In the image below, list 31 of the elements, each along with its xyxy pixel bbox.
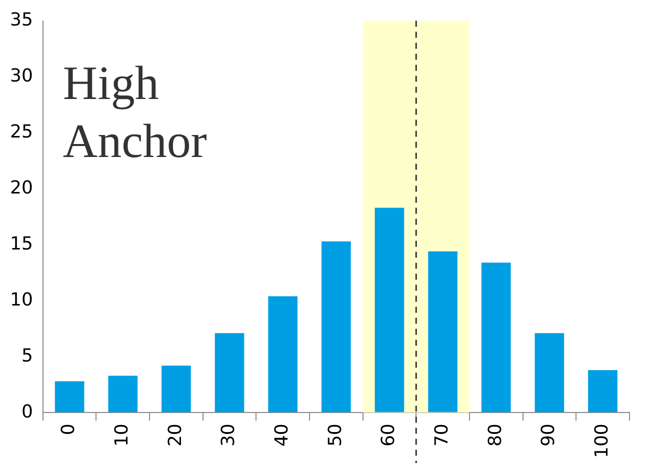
y-tick-label: 5 [21,345,33,366]
bar [588,370,618,412]
bar [534,333,564,412]
x-tick-label: 30 [218,424,240,447]
bar [268,296,298,412]
bar [54,381,84,412]
x-tick-label: 10 [112,424,133,447]
x-tick-label: 0 [58,424,80,436]
x-tick-label: 40 [272,424,293,447]
x-tick-label: 60 [378,424,400,447]
y-tick-label: 0 [21,401,33,422]
annotation: High Anchor [62,56,207,168]
x-tick-label: 50 [324,424,346,447]
y-tick-label: 20 [10,177,33,198]
x-tick-label: 90 [538,424,560,447]
bar [428,251,458,412]
y-tick-label: 30 [10,65,33,86]
bar [108,376,138,412]
x-tick-label: 80 [484,424,506,447]
bar [374,208,404,412]
y-tick-label: 15 [10,233,33,254]
x-tick-label: 100 [591,424,612,458]
y-tick-label: 35 [10,9,33,30]
bar [214,333,244,412]
x-tick-label: 70 [431,424,452,447]
bar [162,366,191,412]
bar [321,241,351,412]
x-tick-label: 20 [164,424,186,447]
y-tick-label: 10 [10,289,33,310]
bar [481,262,511,412]
y-tick-label: 25 [10,121,33,142]
